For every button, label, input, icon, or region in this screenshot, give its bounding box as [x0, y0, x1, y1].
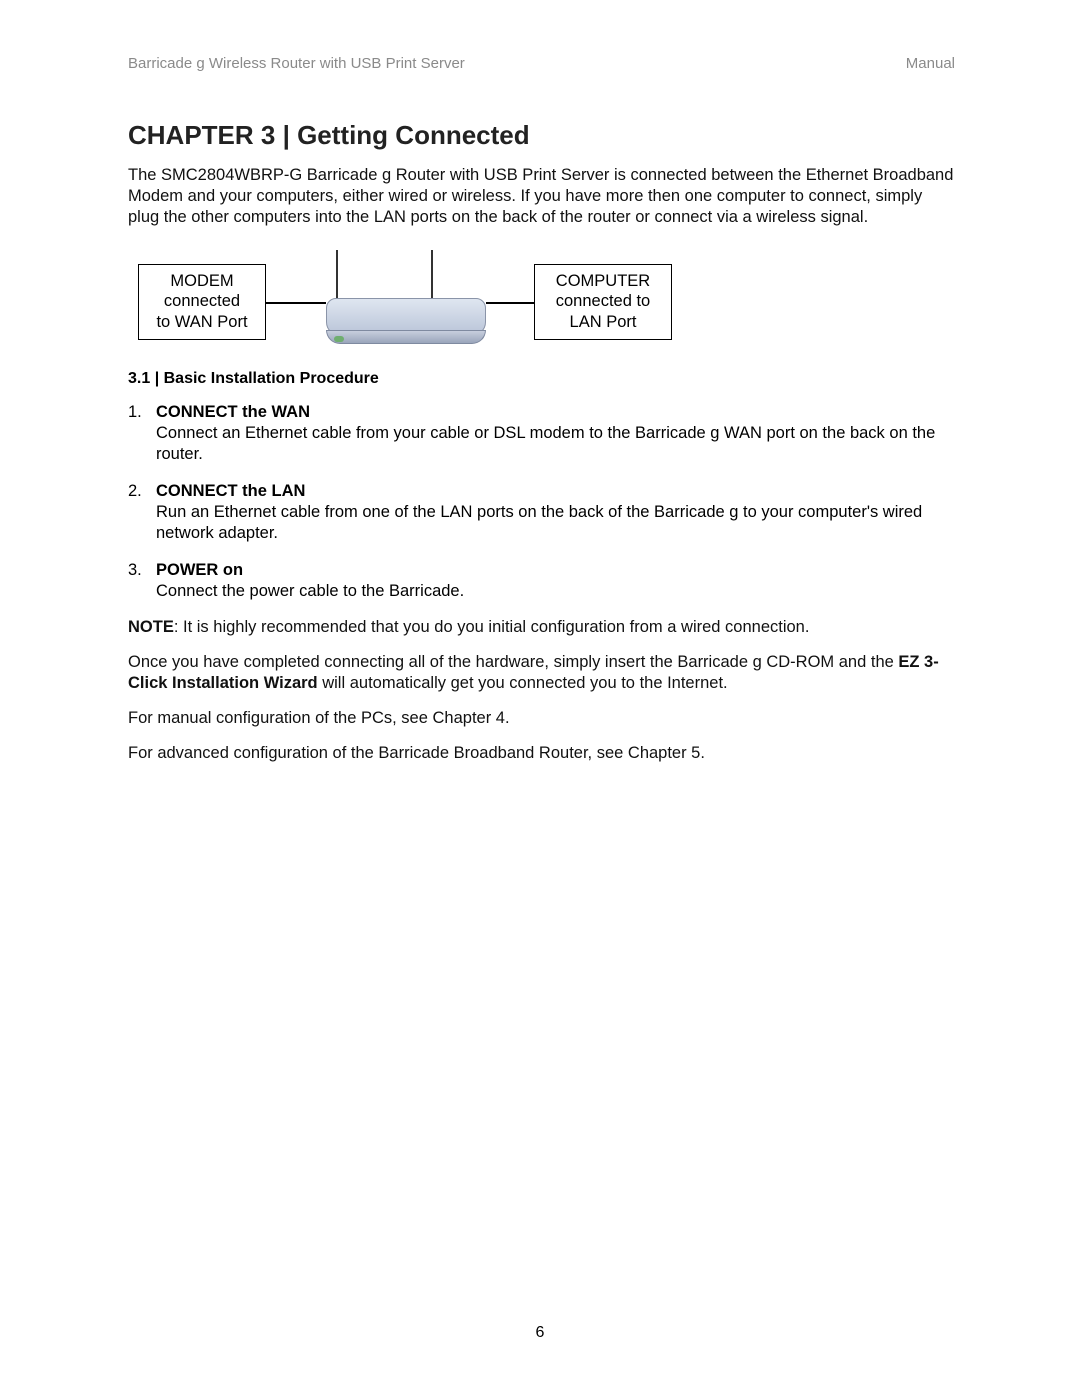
step-number: 3.	[128, 560, 156, 602]
post-paragraph-3: For advanced configuration of the Barric…	[128, 743, 955, 764]
step-head: POWER on	[156, 561, 243, 579]
section-title: 3.1 | Basic Installation Procedure	[128, 370, 955, 388]
computer-line2: connected to	[556, 292, 651, 310]
computer-line1: COMPUTER	[556, 272, 650, 290]
chapter-title: CHAPTER 3 | Getting Connected	[128, 120, 955, 151]
modem-line2: connected	[164, 292, 240, 310]
note-text: : It is highly recommended that you do y…	[174, 618, 810, 636]
step-text: Run an Ethernet cable from one of the LA…	[156, 503, 922, 542]
router-base-icon	[326, 330, 486, 344]
note-label: NOTE	[128, 618, 174, 636]
page-header: Barricade g Wireless Router with USB Pri…	[128, 55, 955, 72]
step-body: CONNECT the WAN Connect an Ethernet cabl…	[156, 402, 955, 465]
router-led-icon	[334, 336, 344, 342]
router-icon	[326, 280, 486, 345]
diagram-line-right	[486, 302, 534, 304]
post-paragraph-2: For manual configuration of the PCs, see…	[128, 708, 955, 729]
step-number: 2.	[128, 481, 156, 544]
modem-box: MODEM connected to WAN Port	[138, 264, 266, 340]
step-2: 2. CONNECT the LAN Run an Ethernet cable…	[128, 481, 955, 544]
post-p1-b: will automatically get you connected you…	[318, 674, 728, 692]
computer-box: COMPUTER connected to LAN Port	[534, 264, 672, 340]
post-paragraph-1: Once you have completed connecting all o…	[128, 652, 955, 694]
connection-diagram: MODEM connected to WAN Port COMPUTER con…	[138, 242, 738, 352]
intro-paragraph: The SMC2804WBRP-G Barricade g Router wit…	[128, 165, 955, 228]
antenna-icon	[431, 250, 433, 300]
step-1: 1. CONNECT the WAN Connect an Ethernet c…	[128, 402, 955, 465]
step-head: CONNECT the WAN	[156, 403, 310, 421]
modem-line3: to WAN Port	[156, 313, 247, 331]
header-right: Manual	[906, 55, 955, 72]
page: Barricade g Wireless Router with USB Pri…	[0, 0, 1080, 1397]
step-text: Connect the power cable to the Barricade…	[156, 582, 464, 600]
step-number: 1.	[128, 402, 156, 465]
page-number: 6	[0, 1324, 1080, 1342]
diagram-line-left	[266, 302, 326, 304]
step-body: POWER on Connect the power cable to the …	[156, 560, 955, 602]
antenna-icon	[336, 250, 338, 300]
step-text: Connect an Ethernet cable from your cabl…	[156, 424, 935, 463]
step-body: CONNECT the LAN Run an Ethernet cable fr…	[156, 481, 955, 544]
computer-line3: LAN Port	[570, 313, 637, 331]
step-3: 3. POWER on Connect the power cable to t…	[128, 560, 955, 602]
note-paragraph: NOTE: It is highly recommended that you …	[128, 617, 955, 638]
header-left: Barricade g Wireless Router with USB Pri…	[128, 55, 465, 72]
modem-line1: MODEM	[170, 272, 233, 290]
step-head: CONNECT the LAN	[156, 482, 305, 500]
post-p1-a: Once you have completed connecting all o…	[128, 653, 898, 671]
